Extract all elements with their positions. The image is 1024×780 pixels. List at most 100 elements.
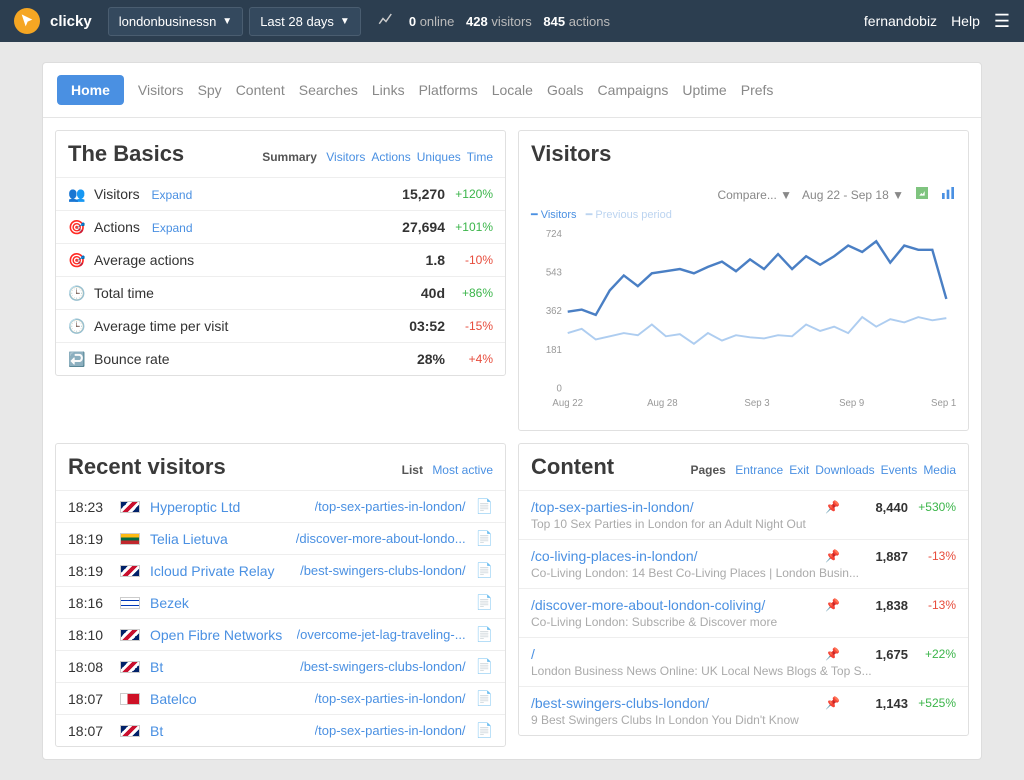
tab-prefs[interactable]: Prefs xyxy=(741,82,774,98)
metric-delta: +4% xyxy=(445,352,493,366)
metric-label: Total time xyxy=(94,285,375,301)
content-subtitle: London Business News Online: UK Local Ne… xyxy=(531,664,956,678)
page-icon[interactable]: 📄 xyxy=(476,626,493,643)
cursor-icon xyxy=(19,13,35,29)
tab-spy[interactable]: Spy xyxy=(198,82,222,98)
content-tab-downloads[interactable]: Downloads xyxy=(815,463,874,477)
tab-campaigns[interactable]: Campaigns xyxy=(598,82,669,98)
user-link[interactable]: fernandobiz xyxy=(864,13,937,29)
chart-icon[interactable] xyxy=(377,11,395,32)
page-icon[interactable]: 📄 xyxy=(476,530,493,547)
isp-link[interactable]: Telia Lietuva xyxy=(150,531,286,547)
page-icon[interactable]: 📄 xyxy=(476,594,493,611)
visit-url[interactable]: /top-sex-parties-in-london/ xyxy=(315,691,466,706)
pin-icon[interactable]: 📌 xyxy=(825,647,840,661)
content-tab-media[interactable]: Media xyxy=(923,463,956,477)
svg-text:362: 362 xyxy=(546,306,562,317)
isp-link[interactable]: Bt xyxy=(150,723,305,739)
metric-value: 40d xyxy=(375,285,445,301)
visit-time: 18:10 xyxy=(68,627,110,643)
basics-link-time[interactable]: Time xyxy=(467,150,493,164)
tab-goals[interactable]: Goals xyxy=(547,82,584,98)
chart-legend: ━ Visitors ━ Previous period xyxy=(531,208,956,221)
content-row: /top-sex-parties-in-london/ 📌 8,440 +530… xyxy=(519,490,968,539)
expand-link[interactable]: Expand xyxy=(152,188,193,202)
tab-searches[interactable]: Searches xyxy=(299,82,358,98)
page-icon[interactable]: 📄 xyxy=(476,722,493,739)
visit-url[interactable]: /top-sex-parties-in-london/ xyxy=(315,499,466,514)
tab-content[interactable]: Content xyxy=(236,82,285,98)
recent-row: 18:08 Bt /best-swingers-clubs-london/ 📄 xyxy=(56,650,505,682)
most-active-link[interactable]: Most active xyxy=(432,463,493,477)
visit-url[interactable]: /overcome-jet-lag-traveling-... xyxy=(297,627,466,642)
content-delta: +530% xyxy=(908,500,956,514)
content-count: 8,440 xyxy=(848,500,908,515)
isp-link[interactable]: Hyperoptic Ltd xyxy=(150,499,305,515)
content-path[interactable]: /discover-more-about-london-coliving/ xyxy=(531,597,825,613)
content-count: 1,838 xyxy=(848,598,908,613)
content-subtitle: Co-Living London: Subscribe & Discover m… xyxy=(531,615,956,629)
metric-icon: 🎯 xyxy=(68,218,86,236)
pin-icon[interactable]: 📌 xyxy=(825,549,840,563)
visit-url[interactable]: /best-swingers-clubs-london/ xyxy=(300,563,465,578)
svg-text:0: 0 xyxy=(557,383,562,394)
flag-icon xyxy=(120,565,140,577)
flag-icon xyxy=(120,629,140,641)
svg-text:Sep 15: Sep 15 xyxy=(931,398,956,409)
range-selector[interactable]: Last 28 days▼ xyxy=(249,7,361,36)
pin-icon[interactable]: 📌 xyxy=(825,696,840,710)
content-count: 1,143 xyxy=(848,696,908,711)
content-tab-exit[interactable]: Exit xyxy=(789,463,809,477)
metric-label: Actions Expand xyxy=(94,219,375,235)
content-path[interactable]: /co-living-places-in-london/ xyxy=(531,548,825,564)
visit-url[interactable]: /top-sex-parties-in-london/ xyxy=(315,723,466,738)
content-row: / 📌 1,675 +22% London Business News Onli… xyxy=(519,637,968,686)
content-delta: -13% xyxy=(908,549,956,563)
isp-link[interactable]: Bt xyxy=(150,659,290,675)
isp-link[interactable]: Icloud Private Relay xyxy=(150,563,290,579)
export-icon[interactable] xyxy=(914,185,930,204)
top-stats: 0 online 428 visitors 845 actions xyxy=(409,14,618,29)
metric-icon: 👥 xyxy=(68,185,86,203)
bars-icon[interactable] xyxy=(940,185,956,204)
tab-uptime[interactable]: Uptime xyxy=(682,82,726,98)
help-link[interactable]: Help xyxy=(951,13,980,29)
page-icon[interactable]: 📄 xyxy=(476,562,493,579)
metric-label: Visitors Expand xyxy=(94,186,375,202)
content-tab-events[interactable]: Events xyxy=(881,463,918,477)
expand-link[interactable]: Expand xyxy=(152,221,193,235)
compare-selector[interactable]: Compare... ▼ xyxy=(717,188,792,202)
pin-icon[interactable]: 📌 xyxy=(825,500,840,514)
visit-url[interactable]: /discover-more-about-londo... xyxy=(296,531,466,546)
basics-link-uniques[interactable]: Uniques xyxy=(417,150,461,164)
tab-locale[interactable]: Locale xyxy=(492,82,533,98)
visit-time: 18:16 xyxy=(68,595,110,611)
visit-time: 18:23 xyxy=(68,499,110,515)
basics-row: 🕒 Average time per visit 03:52 -15% xyxy=(56,309,505,342)
content-path[interactable]: / xyxy=(531,646,825,662)
visit-url[interactable]: /best-swingers-clubs-london/ xyxy=(300,659,465,674)
recent-row: 18:16 Bezek 📄 xyxy=(56,586,505,618)
content-path[interactable]: /top-sex-parties-in-london/ xyxy=(531,499,825,515)
chevron-down-icon: ▼ xyxy=(340,16,350,27)
tab-visitors[interactable]: Visitors xyxy=(138,82,184,98)
panel-title: Content xyxy=(531,454,614,480)
menu-icon[interactable]: ☰ xyxy=(994,11,1010,32)
pin-icon[interactable]: 📌 xyxy=(825,598,840,612)
page-icon[interactable]: 📄 xyxy=(476,690,493,707)
chart-range-selector[interactable]: Aug 22 - Sep 18 ▼ xyxy=(802,188,904,202)
page-icon[interactable]: 📄 xyxy=(476,498,493,515)
isp-link[interactable]: Bezek xyxy=(150,595,456,611)
basics-link-actions[interactable]: Actions xyxy=(371,150,410,164)
recent-row: 18:19 Telia Lietuva /discover-more-about… xyxy=(56,522,505,554)
isp-link[interactable]: Batelco xyxy=(150,691,305,707)
basics-link-visitors[interactable]: Visitors xyxy=(326,150,365,164)
page-icon[interactable]: 📄 xyxy=(476,658,493,675)
tab-links[interactable]: Links xyxy=(372,82,405,98)
site-selector[interactable]: londonbusinessn▼ xyxy=(108,7,243,36)
isp-link[interactable]: Open Fibre Networks xyxy=(150,627,287,643)
tab-platforms[interactable]: Platforms xyxy=(419,82,478,98)
content-tab-entrance[interactable]: Entrance xyxy=(735,463,783,477)
tab-home[interactable]: Home xyxy=(57,75,124,105)
content-path[interactable]: /best-swingers-clubs-london/ xyxy=(531,695,825,711)
